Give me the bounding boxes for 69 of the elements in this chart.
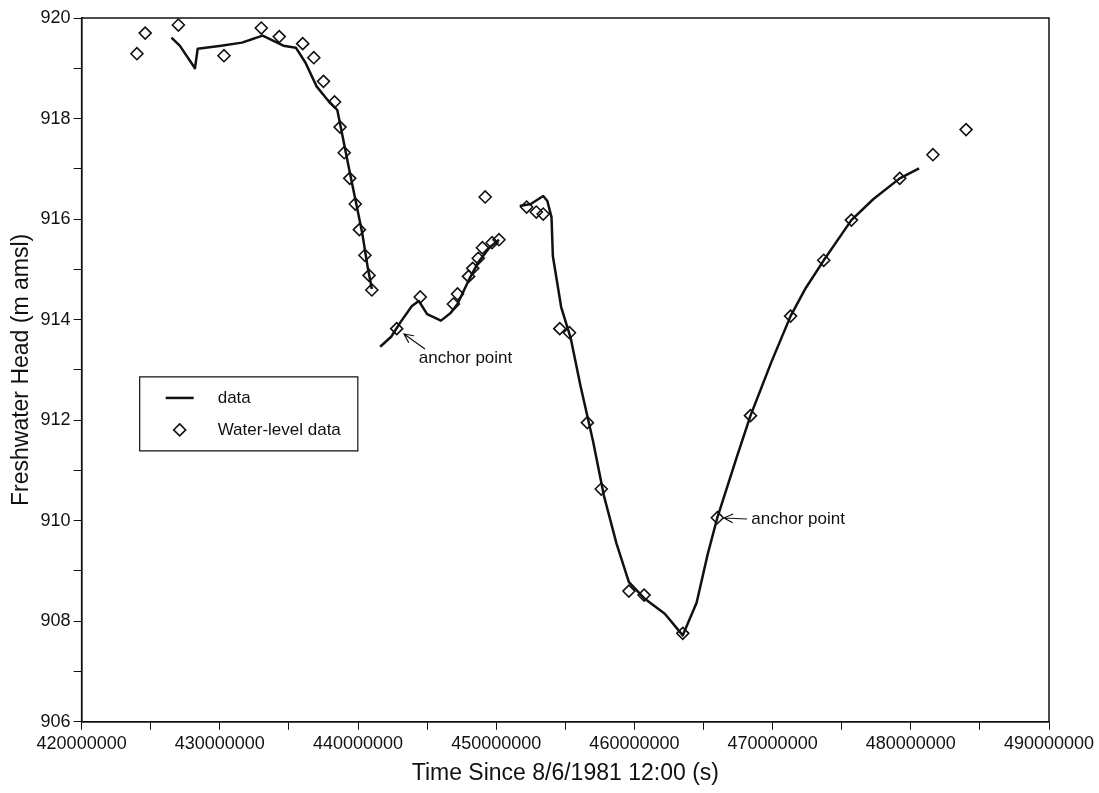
point — [844, 213, 859, 227]
point — [413, 290, 428, 304]
point — [675, 626, 690, 641]
point — [327, 95, 342, 109]
point — [446, 297, 461, 311]
legend-label: Water-level data — [217, 419, 342, 439]
point — [138, 26, 152, 40]
point — [272, 29, 287, 44]
point — [465, 261, 480, 276]
point — [171, 18, 186, 32]
point — [562, 325, 577, 340]
y-tick-label: 906 — [40, 710, 71, 731]
point — [471, 251, 486, 266]
point — [519, 200, 534, 214]
point — [743, 408, 758, 423]
point — [710, 510, 725, 525]
x-tick-label: 430000000 — [174, 732, 265, 753]
point — [926, 147, 940, 162]
point — [959, 122, 973, 137]
point — [365, 283, 379, 297]
point — [478, 190, 492, 204]
point — [475, 240, 490, 255]
point — [492, 232, 506, 247]
point — [485, 235, 499, 250]
point — [358, 248, 372, 263]
y-tick-label: 910 — [40, 509, 71, 530]
y-tick-label: 912 — [40, 409, 71, 430]
y-tick-label: 914 — [40, 308, 71, 329]
x-tick-label: 420000000 — [36, 732, 127, 753]
point — [816, 253, 831, 268]
point — [580, 415, 595, 430]
annotation: anchor point — [751, 509, 846, 529]
point — [348, 197, 363, 211]
x-tick-label: 470000000 — [727, 732, 818, 753]
point — [450, 287, 465, 301]
point — [362, 268, 376, 283]
point — [536, 207, 551, 221]
x-tick-label: 440000000 — [312, 732, 404, 753]
point — [783, 309, 798, 323]
point — [342, 171, 357, 186]
y-tick-label: 918 — [40, 107, 71, 128]
point — [622, 584, 636, 598]
x-axis-title: Time Since 8/6/1981 12:00 (s) — [411, 758, 719, 785]
point — [337, 145, 351, 160]
annotation: anchor point — [418, 348, 513, 368]
x-tick-label: 490000000 — [1003, 732, 1095, 753]
point — [130, 46, 144, 61]
x-tick-label: 460000000 — [589, 732, 680, 753]
point — [552, 321, 567, 336]
point — [316, 74, 331, 89]
point — [333, 120, 347, 134]
x-tick-label: 480000000 — [865, 732, 956, 753]
point — [217, 48, 231, 63]
point — [461, 269, 476, 284]
y-tick-label: 920 — [40, 6, 71, 27]
y-axis-title: Freshwater Head (m amsl) — [7, 233, 34, 507]
point — [529, 205, 544, 219]
point — [637, 588, 651, 602]
y-tick-label: 908 — [40, 610, 71, 631]
x-tick-label: 450000000 — [451, 732, 542, 753]
point — [594, 482, 609, 496]
legend-label: data — [217, 387, 252, 407]
point — [307, 50, 321, 65]
point — [352, 222, 367, 237]
point — [295, 36, 310, 51]
y-tick-label: 916 — [40, 208, 71, 229]
point — [254, 21, 269, 35]
point — [389, 321, 404, 336]
point — [892, 171, 907, 186]
